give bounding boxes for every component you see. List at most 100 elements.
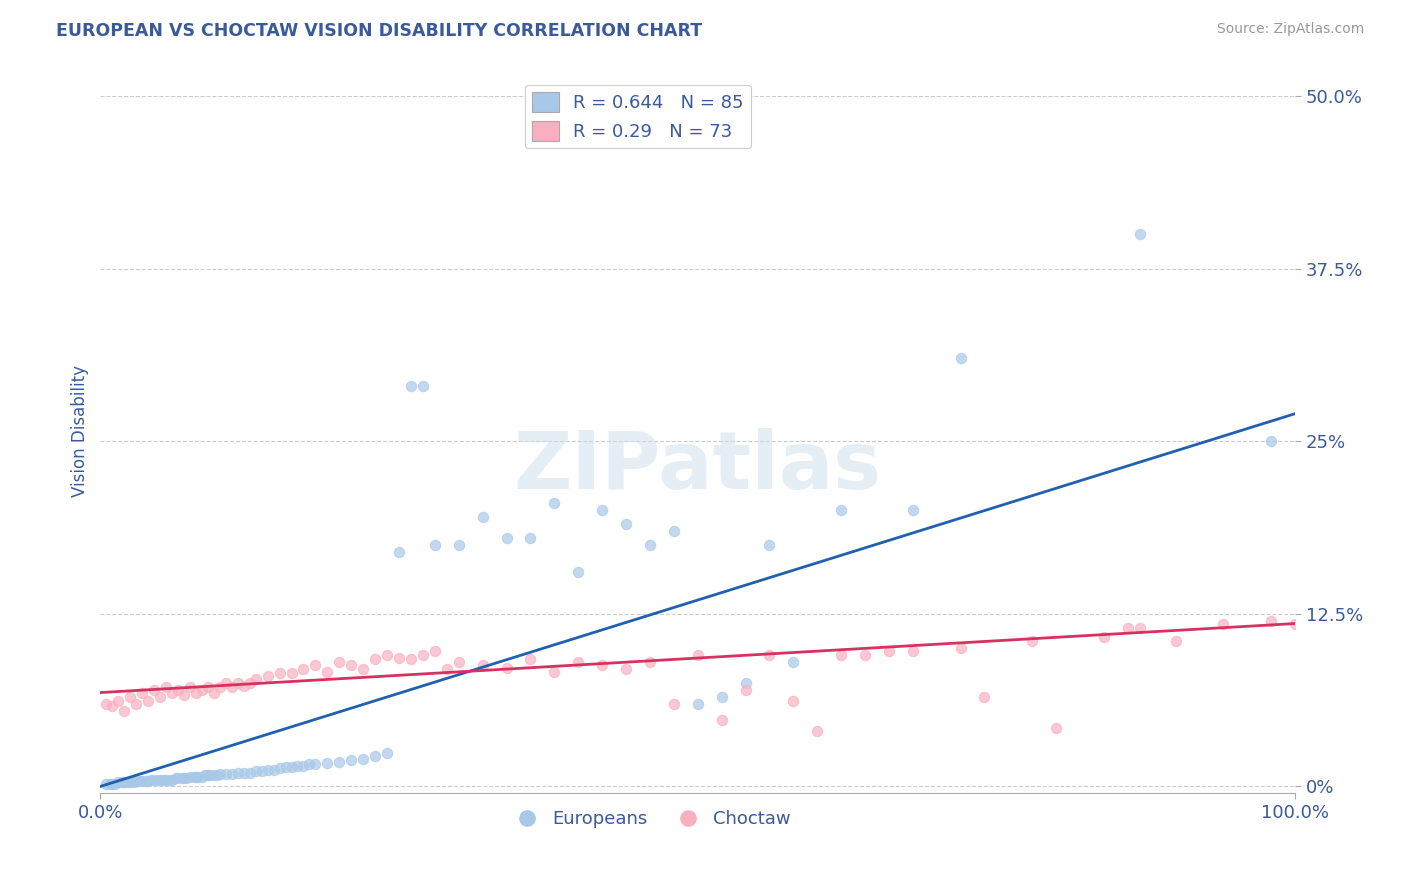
- Point: [412, 648, 434, 663]
- Point: [136, 773, 159, 788]
- Point: [136, 694, 159, 708]
- Point: [782, 655, 804, 669]
- Point: [1021, 634, 1043, 648]
- Point: [591, 503, 613, 517]
- Point: [187, 770, 209, 784]
- Text: Source: ZipAtlas.com: Source: ZipAtlas.com: [1216, 22, 1364, 37]
- Point: [173, 771, 195, 785]
- Point: [1260, 614, 1282, 628]
- Point: [304, 657, 326, 672]
- Legend: Europeans, Choctaw: Europeans, Choctaw: [502, 803, 797, 835]
- Point: [686, 697, 709, 711]
- Point: [194, 768, 217, 782]
- Point: [122, 775, 145, 789]
- Point: [269, 666, 291, 681]
- Point: [399, 652, 422, 666]
- Point: [280, 666, 302, 681]
- Point: [135, 773, 157, 788]
- Point: [949, 351, 972, 366]
- Point: [519, 531, 541, 545]
- Point: [543, 496, 565, 510]
- Point: [734, 676, 756, 690]
- Point: [388, 651, 411, 665]
- Point: [96, 697, 118, 711]
- Point: [125, 773, 148, 788]
- Point: [131, 773, 153, 788]
- Point: [146, 772, 169, 787]
- Point: [423, 538, 446, 552]
- Point: [316, 665, 339, 679]
- Point: [200, 768, 222, 782]
- Point: [543, 665, 565, 679]
- Point: [495, 531, 517, 545]
- Point: [638, 538, 661, 552]
- Point: [239, 765, 262, 780]
- Point: [128, 773, 150, 788]
- Point: [96, 777, 118, 791]
- Point: [202, 768, 225, 782]
- Point: [232, 679, 254, 693]
- Point: [239, 676, 262, 690]
- Point: [388, 545, 411, 559]
- Point: [167, 771, 190, 785]
- Point: [686, 648, 709, 663]
- Point: [197, 768, 219, 782]
- Point: [256, 763, 278, 777]
- Point: [471, 657, 494, 672]
- Point: [287, 758, 309, 772]
- Point: [232, 765, 254, 780]
- Point: [149, 690, 172, 704]
- Point: [98, 777, 121, 791]
- Point: [179, 680, 201, 694]
- Point: [1284, 616, 1306, 631]
- Point: [155, 772, 177, 787]
- Point: [423, 644, 446, 658]
- Point: [1129, 227, 1152, 242]
- Point: [399, 379, 422, 393]
- Point: [170, 771, 193, 785]
- Point: [280, 760, 302, 774]
- Point: [165, 771, 187, 785]
- Point: [143, 772, 166, 787]
- Point: [710, 713, 733, 727]
- Point: [131, 685, 153, 699]
- Point: [226, 676, 249, 690]
- Point: [375, 747, 398, 761]
- Text: EUROPEAN VS CHOCTAW VISION DISABILITY CORRELATION CHART: EUROPEAN VS CHOCTAW VISION DISABILITY CO…: [56, 22, 703, 40]
- Point: [901, 503, 924, 517]
- Point: [202, 685, 225, 699]
- Text: ZIPatlas: ZIPatlas: [513, 428, 882, 506]
- Point: [1116, 621, 1139, 635]
- Point: [215, 676, 238, 690]
- Point: [758, 538, 780, 552]
- Point: [614, 662, 637, 676]
- Point: [1045, 722, 1067, 736]
- Point: [207, 768, 229, 782]
- Point: [949, 641, 972, 656]
- Point: [853, 648, 876, 663]
- Point: [160, 685, 183, 699]
- Point: [447, 538, 470, 552]
- Point: [183, 770, 205, 784]
- Point: [115, 775, 138, 789]
- Point: [269, 762, 291, 776]
- Point: [973, 690, 995, 704]
- Point: [316, 756, 339, 770]
- Point: [1164, 634, 1187, 648]
- Point: [245, 672, 267, 686]
- Point: [152, 772, 174, 787]
- Point: [250, 764, 273, 779]
- Point: [191, 770, 214, 784]
- Point: [208, 680, 231, 694]
- Point: [104, 777, 127, 791]
- Point: [614, 517, 637, 532]
- Point: [447, 655, 470, 669]
- Point: [292, 758, 315, 772]
- Point: [292, 662, 315, 676]
- Point: [111, 775, 134, 789]
- Point: [155, 680, 177, 694]
- Point: [567, 655, 589, 669]
- Point: [1212, 616, 1234, 631]
- Point: [901, 644, 924, 658]
- Y-axis label: Vision Disability: Vision Disability: [72, 365, 89, 497]
